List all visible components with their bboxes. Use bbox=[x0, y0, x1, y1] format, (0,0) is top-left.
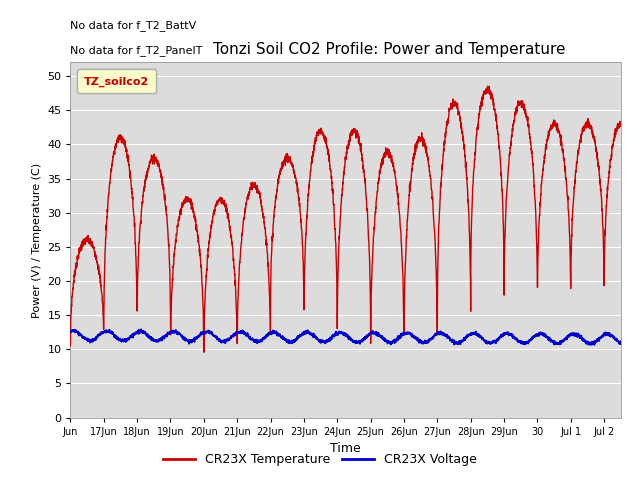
X-axis label: Time: Time bbox=[330, 442, 361, 455]
Y-axis label: Power (V) / Temperature (C): Power (V) / Temperature (C) bbox=[32, 162, 42, 318]
Title: Tonzi Soil CO2 Profile: Power and Temperature: Tonzi Soil CO2 Profile: Power and Temper… bbox=[213, 42, 566, 57]
Text: No data for f_T2_PanelT: No data for f_T2_PanelT bbox=[70, 45, 203, 56]
Legend:  bbox=[77, 69, 157, 94]
Legend: CR23X Temperature, CR23X Voltage: CR23X Temperature, CR23X Voltage bbox=[159, 448, 481, 471]
Text: No data for f_T2_BattV: No data for f_T2_BattV bbox=[70, 20, 196, 31]
